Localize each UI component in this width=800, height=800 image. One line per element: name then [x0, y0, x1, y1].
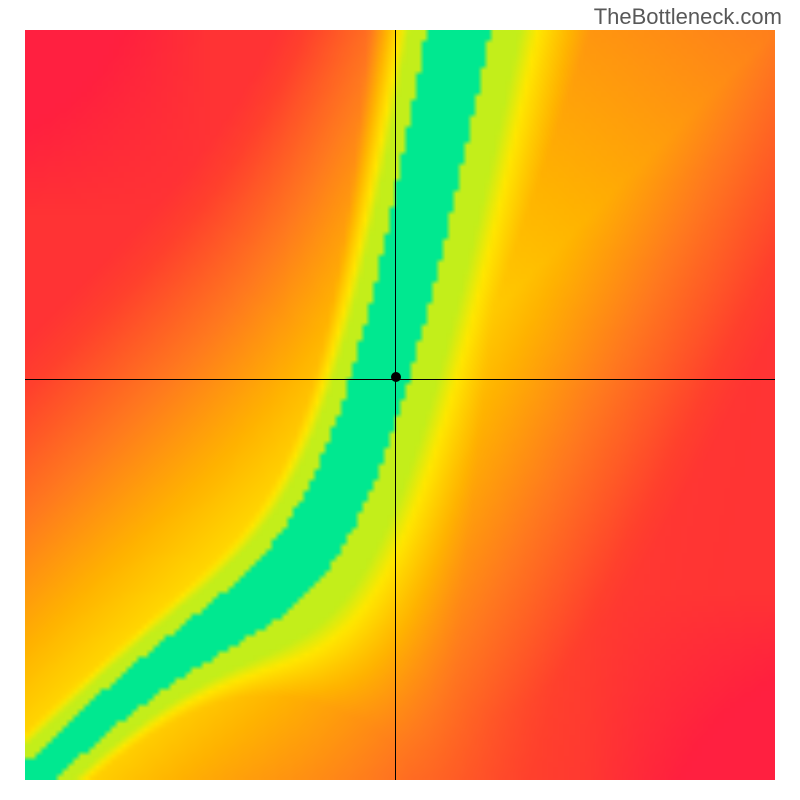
bottleneck-heatmap: [25, 30, 775, 780]
crosshair-vertical: [395, 30, 396, 780]
watermark-text: TheBottleneck.com: [594, 4, 782, 30]
selected-point-marker: [391, 372, 401, 382]
chart-frame: [25, 30, 775, 780]
